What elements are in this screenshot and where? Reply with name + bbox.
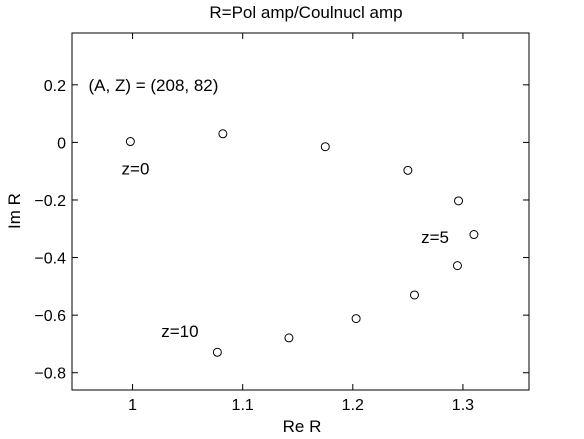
y-tick-label: −0.2 (34, 193, 66, 210)
data-points (125, 129, 479, 357)
y-axis-label: Im R (5, 193, 24, 229)
x-tick-label: 1.1 (232, 397, 254, 414)
annotations: (A, Z) = (208, 82) z=0 z=5 z=10 (89, 76, 449, 341)
x-tick-label: 1.3 (452, 397, 474, 414)
data-point (409, 290, 419, 300)
chart-title: R=Pol amp/Coulnucl amp (209, 3, 402, 22)
y-tick-label: −0.6 (34, 308, 66, 325)
data-point (212, 347, 222, 357)
annotation-label: (A, Z) = (208, 82) (89, 76, 219, 95)
annotation-label: z=5 (421, 228, 449, 247)
data-point (218, 129, 228, 139)
data-point (284, 333, 294, 343)
y-axis: 0.2 0 −0.2 −0.4 −0.6 −0.8 (34, 78, 529, 383)
data-point (320, 142, 330, 152)
data-point (125, 137, 135, 147)
y-tick-label: −0.8 (34, 366, 66, 383)
annotation-label: z=10 (161, 322, 198, 341)
y-tick-label: 0.2 (44, 78, 66, 95)
x-axis-label: Re R (283, 417, 322, 436)
data-point (469, 230, 479, 240)
annotation-label: z=0 (122, 159, 150, 178)
x-tick-label: 1.2 (342, 397, 364, 414)
x-tick-label: 1 (128, 397, 137, 414)
data-point (452, 261, 462, 271)
y-tick-label: 0 (57, 135, 66, 152)
plot-area (71, 32, 530, 391)
x-axis: 1 1.1 1.2 1.3 (128, 33, 474, 414)
data-point (351, 314, 361, 324)
data-point (454, 196, 464, 206)
y-tick-label: −0.4 (34, 251, 66, 268)
data-point (403, 165, 413, 175)
